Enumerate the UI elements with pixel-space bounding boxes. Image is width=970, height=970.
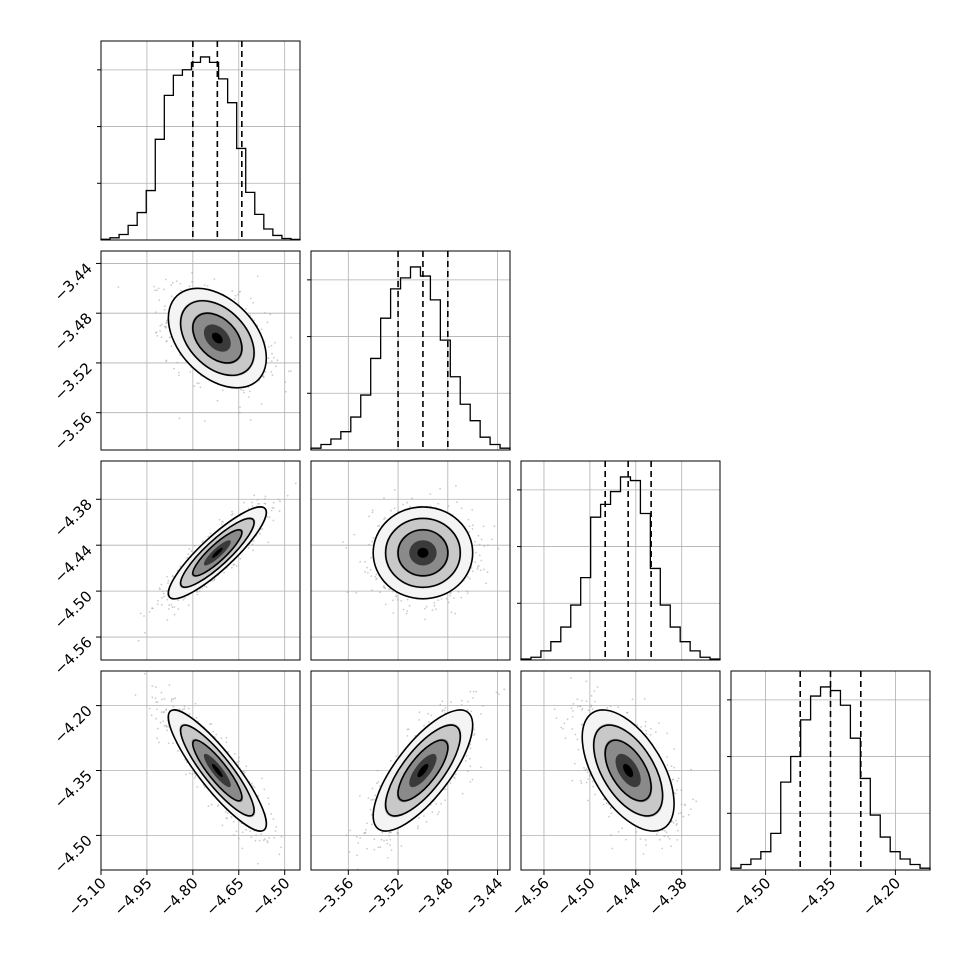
panel-frame [310, 670, 511, 871]
y-tick-label: −4.50 [51, 587, 96, 632]
contour-line [384, 517, 462, 589]
hist-panel-1 [307, 250, 511, 451]
density-level [211, 547, 223, 558]
scatter-panel-3-1 [310, 670, 511, 871]
y-tick-label: −4.38 [51, 495, 96, 540]
x-tick-label: −4.95 [111, 874, 156, 919]
panel-frame [100, 460, 301, 661]
contour-line [397, 739, 449, 802]
y-tick-label: −3.52 [51, 359, 96, 404]
y-tick-label: −4.35 [51, 767, 96, 812]
panel-frame [310, 460, 511, 661]
y-tick-label: −4.20 [51, 702, 96, 747]
y-tick-label: −4.44 [51, 541, 96, 586]
contour-line [192, 529, 243, 577]
x-tick-label: −4.80 [156, 874, 201, 919]
panel-frame [100, 40, 301, 241]
x-tick-label: −3.48 [411, 874, 456, 919]
x-tick-label: −4.35 [794, 874, 839, 919]
x-tick-label: −4.44 [599, 874, 644, 919]
contour-line [192, 312, 243, 364]
contour-line [179, 724, 255, 817]
contour-line [192, 739, 243, 802]
y-tick-label: −3.44 [51, 260, 96, 305]
contour-line [604, 739, 652, 802]
x-tick-label: −4.65 [202, 874, 247, 919]
hist-panel-0 [97, 40, 301, 241]
scatter-panel-1-0 [100, 250, 301, 451]
x-tick-label: −4.50 [553, 874, 598, 919]
hist-panel-3 [727, 670, 931, 871]
contour-line [167, 506, 268, 600]
contour-line [372, 506, 474, 600]
density-level [417, 547, 429, 558]
y-tick-label: −4.56 [51, 633, 96, 678]
contour-line [384, 724, 462, 817]
contour-line [179, 517, 255, 589]
y-tick-label: −4.50 [51, 831, 96, 876]
density-level [211, 763, 223, 778]
x-tick-label: −5.10 [65, 874, 110, 919]
x-tick-label: −3.44 [461, 874, 506, 919]
scatter-panel-2-0 [100, 460, 301, 661]
panel-frame [310, 250, 511, 451]
histogram-step [310, 266, 511, 450]
x-tick-label: −4.50 [248, 874, 293, 919]
y-tick-label: −3.56 [51, 409, 96, 454]
density-level [417, 763, 429, 778]
contour-line [581, 709, 675, 832]
histogram-step [520, 476, 721, 660]
contour-line [167, 287, 268, 389]
density-level [211, 332, 223, 344]
y-tick-label: −3.48 [51, 309, 96, 354]
scatter-panel-3-2 [520, 670, 721, 871]
histogram-step [100, 56, 301, 241]
histogram-step [730, 686, 931, 870]
hist-panel-2 [517, 460, 721, 661]
contour-line [372, 709, 474, 832]
contour-line [592, 724, 664, 817]
x-tick-label: −4.50 [729, 874, 774, 919]
contour-line [167, 709, 268, 832]
x-tick-label: −4.56 [508, 874, 553, 919]
contour-line [179, 299, 255, 377]
density-level [623, 763, 634, 778]
contour-line [397, 529, 449, 577]
x-tick-label: −4.20 [859, 874, 904, 919]
panel-frame [520, 460, 721, 661]
x-tick-label: −3.56 [312, 874, 357, 919]
x-tick-label: −4.38 [645, 874, 690, 919]
scatter-panel-3-0 [100, 670, 301, 871]
scatter-panel-2-1 [310, 460, 511, 661]
panel-frame [520, 670, 721, 871]
panel-frame [100, 250, 301, 451]
x-tick-label: −3.52 [362, 874, 407, 919]
